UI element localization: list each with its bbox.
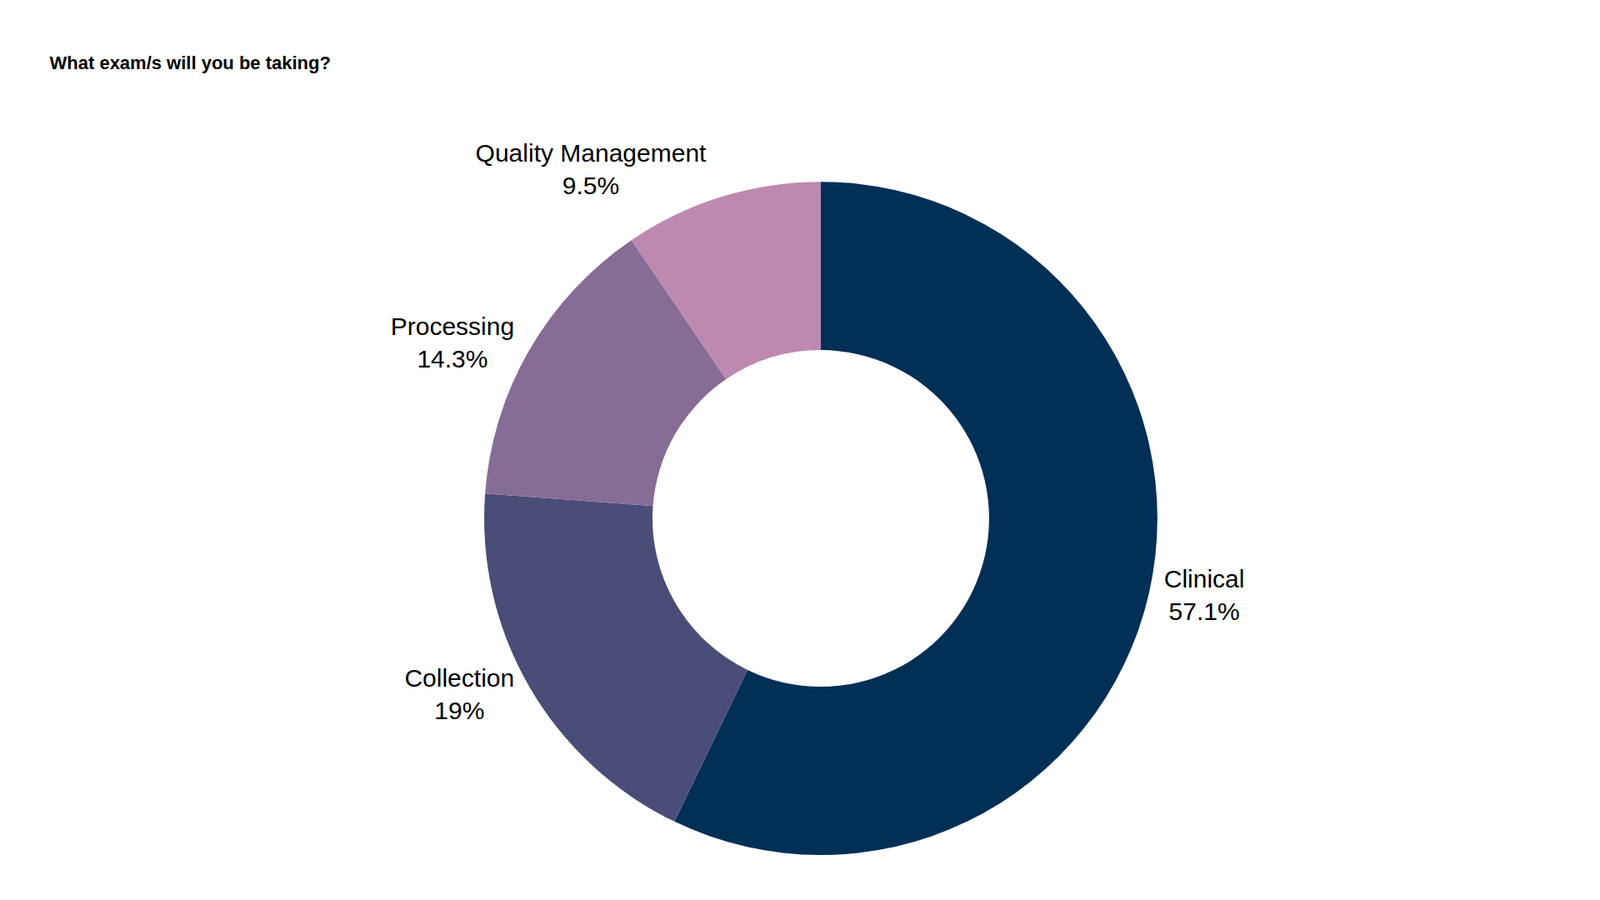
svg-text:What exam/s will you be taking: What exam/s will you be taking? — [50, 52, 331, 74]
svg-text:Collection19%: Collection19% — [404, 664, 515, 725]
svg-text:Processing14.3%: Processing14.3% — [390, 312, 515, 373]
svg-text:Clinical57.1%: Clinical57.1% — [1164, 565, 1245, 625]
svg-text:Quality Management9.5%: Quality Management9.5% — [475, 139, 707, 200]
